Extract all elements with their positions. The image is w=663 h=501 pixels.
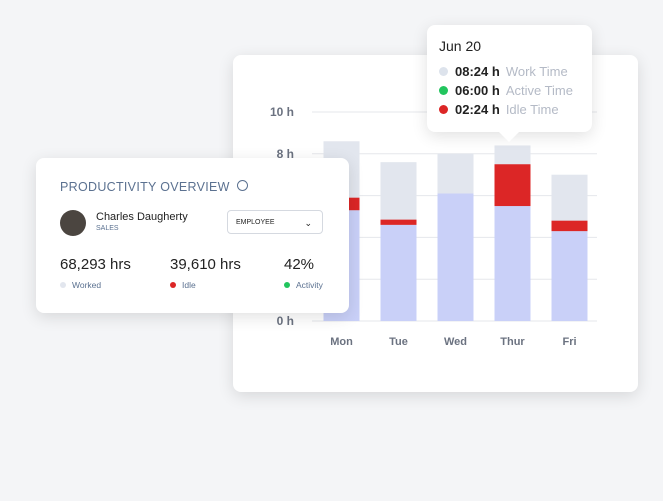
tooltip-value: 02:24 h (455, 102, 500, 117)
x-tick-label: Wed (444, 336, 467, 348)
info-icon[interactable] (237, 180, 248, 191)
dropdown-label: EMPLOYEE (236, 219, 275, 226)
legend-dot (439, 67, 448, 76)
idle-bar (494, 164, 531, 207)
active-bar (437, 193, 474, 321)
productivity-card: PRODUCTIVITY OVERVIEW Charles Daugherty … (36, 158, 349, 313)
legend-dot (439, 105, 448, 114)
stat-value: 39,610 hrs (170, 256, 241, 273)
stat-label: Idle (170, 280, 196, 290)
active-bar (494, 206, 531, 321)
user-role: SALES (96, 225, 119, 232)
legend-dot (439, 86, 448, 95)
x-tick-label: Thur (500, 336, 525, 348)
stat-label-text: Worked (72, 280, 102, 290)
active-bar (551, 231, 588, 321)
x-tick-label: Fri (562, 336, 576, 348)
legend-dot (60, 282, 66, 288)
tooltip-label: Work Time (505, 64, 568, 79)
tooltip-row: 08:24 h Work Time (439, 64, 568, 79)
tooltip-row: 02:24 h Idle Time (439, 102, 559, 117)
legend-dot (170, 282, 176, 288)
tooltip-row: 06:00 h Active Time (439, 83, 573, 98)
stat-label-text: Idle (182, 280, 196, 290)
stat-value: 42% (284, 256, 315, 273)
idle-bar (551, 220, 588, 232)
tooltip-label: Active Time (505, 83, 573, 98)
stat-label: Activity (284, 280, 323, 290)
tooltip-value: 08:24 h (455, 64, 500, 79)
stat-label-text: Activity (296, 280, 323, 290)
y-tick-label: 10 h (270, 105, 294, 119)
legend-dot (284, 282, 290, 288)
x-tick-label: Mon (330, 336, 353, 348)
y-tick-label: 8 h (277, 147, 294, 161)
tooltip-title: Jun 20 (439, 38, 482, 54)
card-title: PRODUCTIVITY OVERVIEW (60, 180, 230, 194)
user-name: Charles Daugherty (96, 211, 188, 223)
stat-label: Worked (60, 280, 101, 290)
idle-bar (380, 219, 417, 225)
y-tick-label: 0 h (277, 314, 294, 328)
active-bar (380, 224, 417, 321)
avatar (60, 210, 86, 236)
tooltip: Jun 20 08:24 h Work Time 06:00 h Active Tim… (427, 25, 592, 142)
tooltip-label: Idle Time (505, 102, 559, 117)
x-tick-label: Tue (389, 336, 408, 348)
dropdown[interactable]: EMPLOYEE ⌄ (227, 210, 323, 234)
stat-value: 68,293 hrs (60, 256, 131, 273)
tooltip-value: 06:00 h (455, 83, 500, 98)
